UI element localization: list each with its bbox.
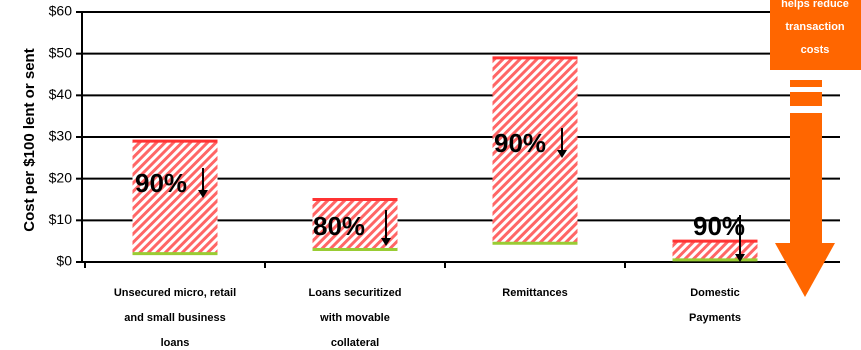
arrow-head: [775, 243, 835, 297]
percent-label: 90%: [693, 211, 745, 241]
percent-label: 90%: [135, 168, 187, 198]
arrow-gap: [788, 106, 824, 113]
bar: [672, 241, 758, 260]
x-tick-label: Unsecured micro, retail: [114, 287, 236, 299]
y-axis-label: Cost per $100 lent or sent: [21, 48, 38, 231]
x-tick-label: loans: [161, 337, 190, 349]
percent-label: 80%: [313, 211, 365, 241]
x-tick-label: with movable: [319, 312, 390, 324]
reduction-arrow-head: [557, 150, 567, 158]
annotation-text: helps reduce: [781, 0, 849, 10]
y-tick-label: $0: [56, 253, 72, 269]
annotation-text: transaction: [785, 21, 845, 33]
y-tick-label: $60: [49, 3, 73, 19]
x-tick-label: and small business: [124, 312, 225, 324]
arrow-gap: [788, 87, 824, 92]
arrow-shaft: [790, 80, 822, 245]
y-tick-label: $20: [49, 169, 73, 185]
annotation-box: [770, 0, 861, 70]
y-tick-label: $30: [49, 128, 73, 144]
reduction-arrow-head: [735, 254, 745, 262]
percent-label: 90%: [494, 128, 546, 158]
y-tick-label: $50: [49, 44, 73, 60]
x-tick-label: Loans securitized: [309, 287, 402, 299]
annotation-text: costs: [801, 44, 830, 56]
x-tick-label: Domestic: [690, 287, 740, 299]
reduction-arrow-head: [198, 190, 208, 198]
reduction-arrow-head: [381, 238, 391, 246]
y-tick-label: $10: [49, 211, 73, 227]
x-tick-label: Payments: [689, 312, 741, 324]
y-tick-label: $40: [49, 86, 73, 102]
x-tick-label: collateral: [331, 337, 379, 349]
x-tick-label: Remittances: [502, 287, 567, 299]
